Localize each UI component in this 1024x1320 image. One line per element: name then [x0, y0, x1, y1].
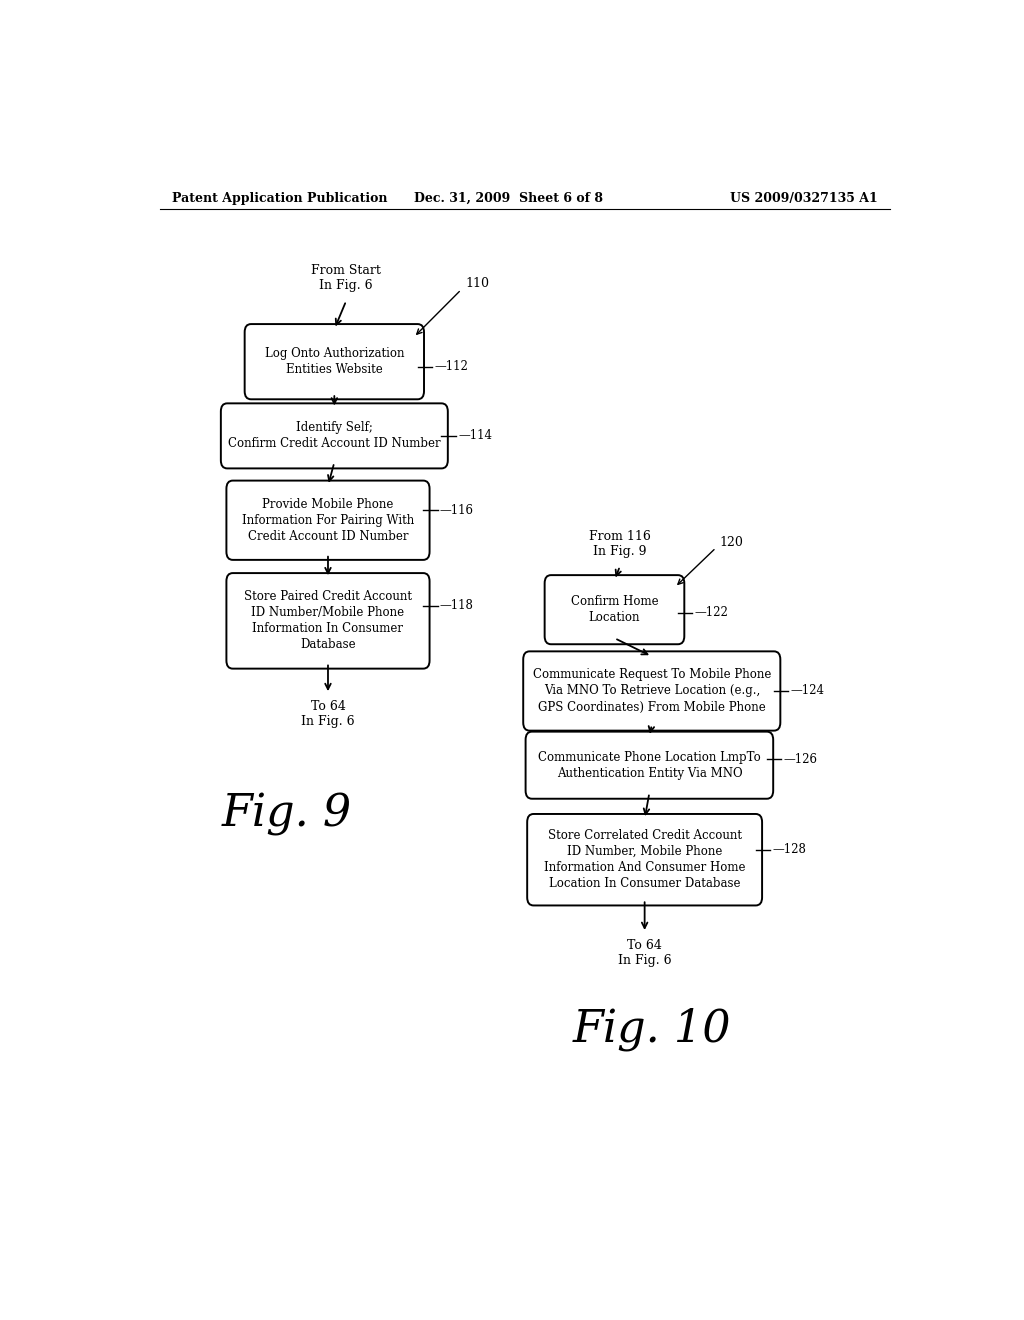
Text: —114: —114 [458, 429, 493, 442]
FancyBboxPatch shape [525, 731, 773, 799]
Text: From 116
In Fig. 9: From 116 In Fig. 9 [589, 529, 651, 557]
Text: Store Paired Credit Account
ID Number/Mobile Phone
Information In Consumer
Datab: Store Paired Credit Account ID Number/Mo… [244, 590, 412, 651]
Text: Log Onto Authorization
Entities Website: Log Onto Authorization Entities Website [264, 347, 404, 376]
Text: Communicate Request To Mobile Phone
Via MNO To Retrieve Location (e.g.,
GPS Coor: Communicate Request To Mobile Phone Via … [532, 668, 771, 714]
Text: —122: —122 [694, 606, 728, 619]
Text: US 2009/0327135 A1: US 2009/0327135 A1 [730, 191, 878, 205]
Text: Fig. 9: Fig. 9 [221, 792, 352, 836]
Text: Store Correlated Credit Account
ID Number, Mobile Phone
Information And Consumer: Store Correlated Credit Account ID Numbe… [544, 829, 745, 890]
Text: To 64
In Fig. 6: To 64 In Fig. 6 [301, 701, 354, 729]
FancyBboxPatch shape [545, 576, 684, 644]
FancyBboxPatch shape [523, 651, 780, 731]
FancyBboxPatch shape [221, 404, 447, 469]
FancyBboxPatch shape [527, 814, 762, 906]
Text: From Start
In Fig. 6: From Start In Fig. 6 [311, 264, 381, 292]
Text: —124: —124 [791, 685, 824, 697]
Text: —116: —116 [440, 503, 474, 516]
Text: 110: 110 [465, 277, 489, 290]
Text: Communicate Phone Location LmpTo
Authentication Entity Via MNO: Communicate Phone Location LmpTo Authent… [538, 751, 761, 780]
Text: —118: —118 [440, 599, 474, 612]
Text: Fig. 10: Fig. 10 [572, 1007, 731, 1051]
Text: —112: —112 [434, 360, 468, 374]
FancyBboxPatch shape [245, 325, 424, 399]
Text: —128: —128 [772, 843, 806, 857]
FancyBboxPatch shape [226, 480, 430, 560]
Text: Provide Mobile Phone
Information For Pairing With
Credit Account ID Number: Provide Mobile Phone Information For Pai… [242, 498, 414, 543]
Text: Dec. 31, 2009  Sheet 6 of 8: Dec. 31, 2009 Sheet 6 of 8 [415, 191, 603, 205]
Text: 120: 120 [719, 536, 743, 549]
Text: Patent Application Publication: Patent Application Publication [172, 191, 387, 205]
Text: Confirm Home
Location: Confirm Home Location [570, 595, 658, 624]
Text: Identify Self;
Confirm Credit Account ID Number: Identify Self; Confirm Credit Account ID… [228, 421, 440, 450]
Text: —126: —126 [783, 752, 817, 766]
FancyBboxPatch shape [226, 573, 430, 669]
Text: To 64
In Fig. 6: To 64 In Fig. 6 [617, 940, 672, 968]
